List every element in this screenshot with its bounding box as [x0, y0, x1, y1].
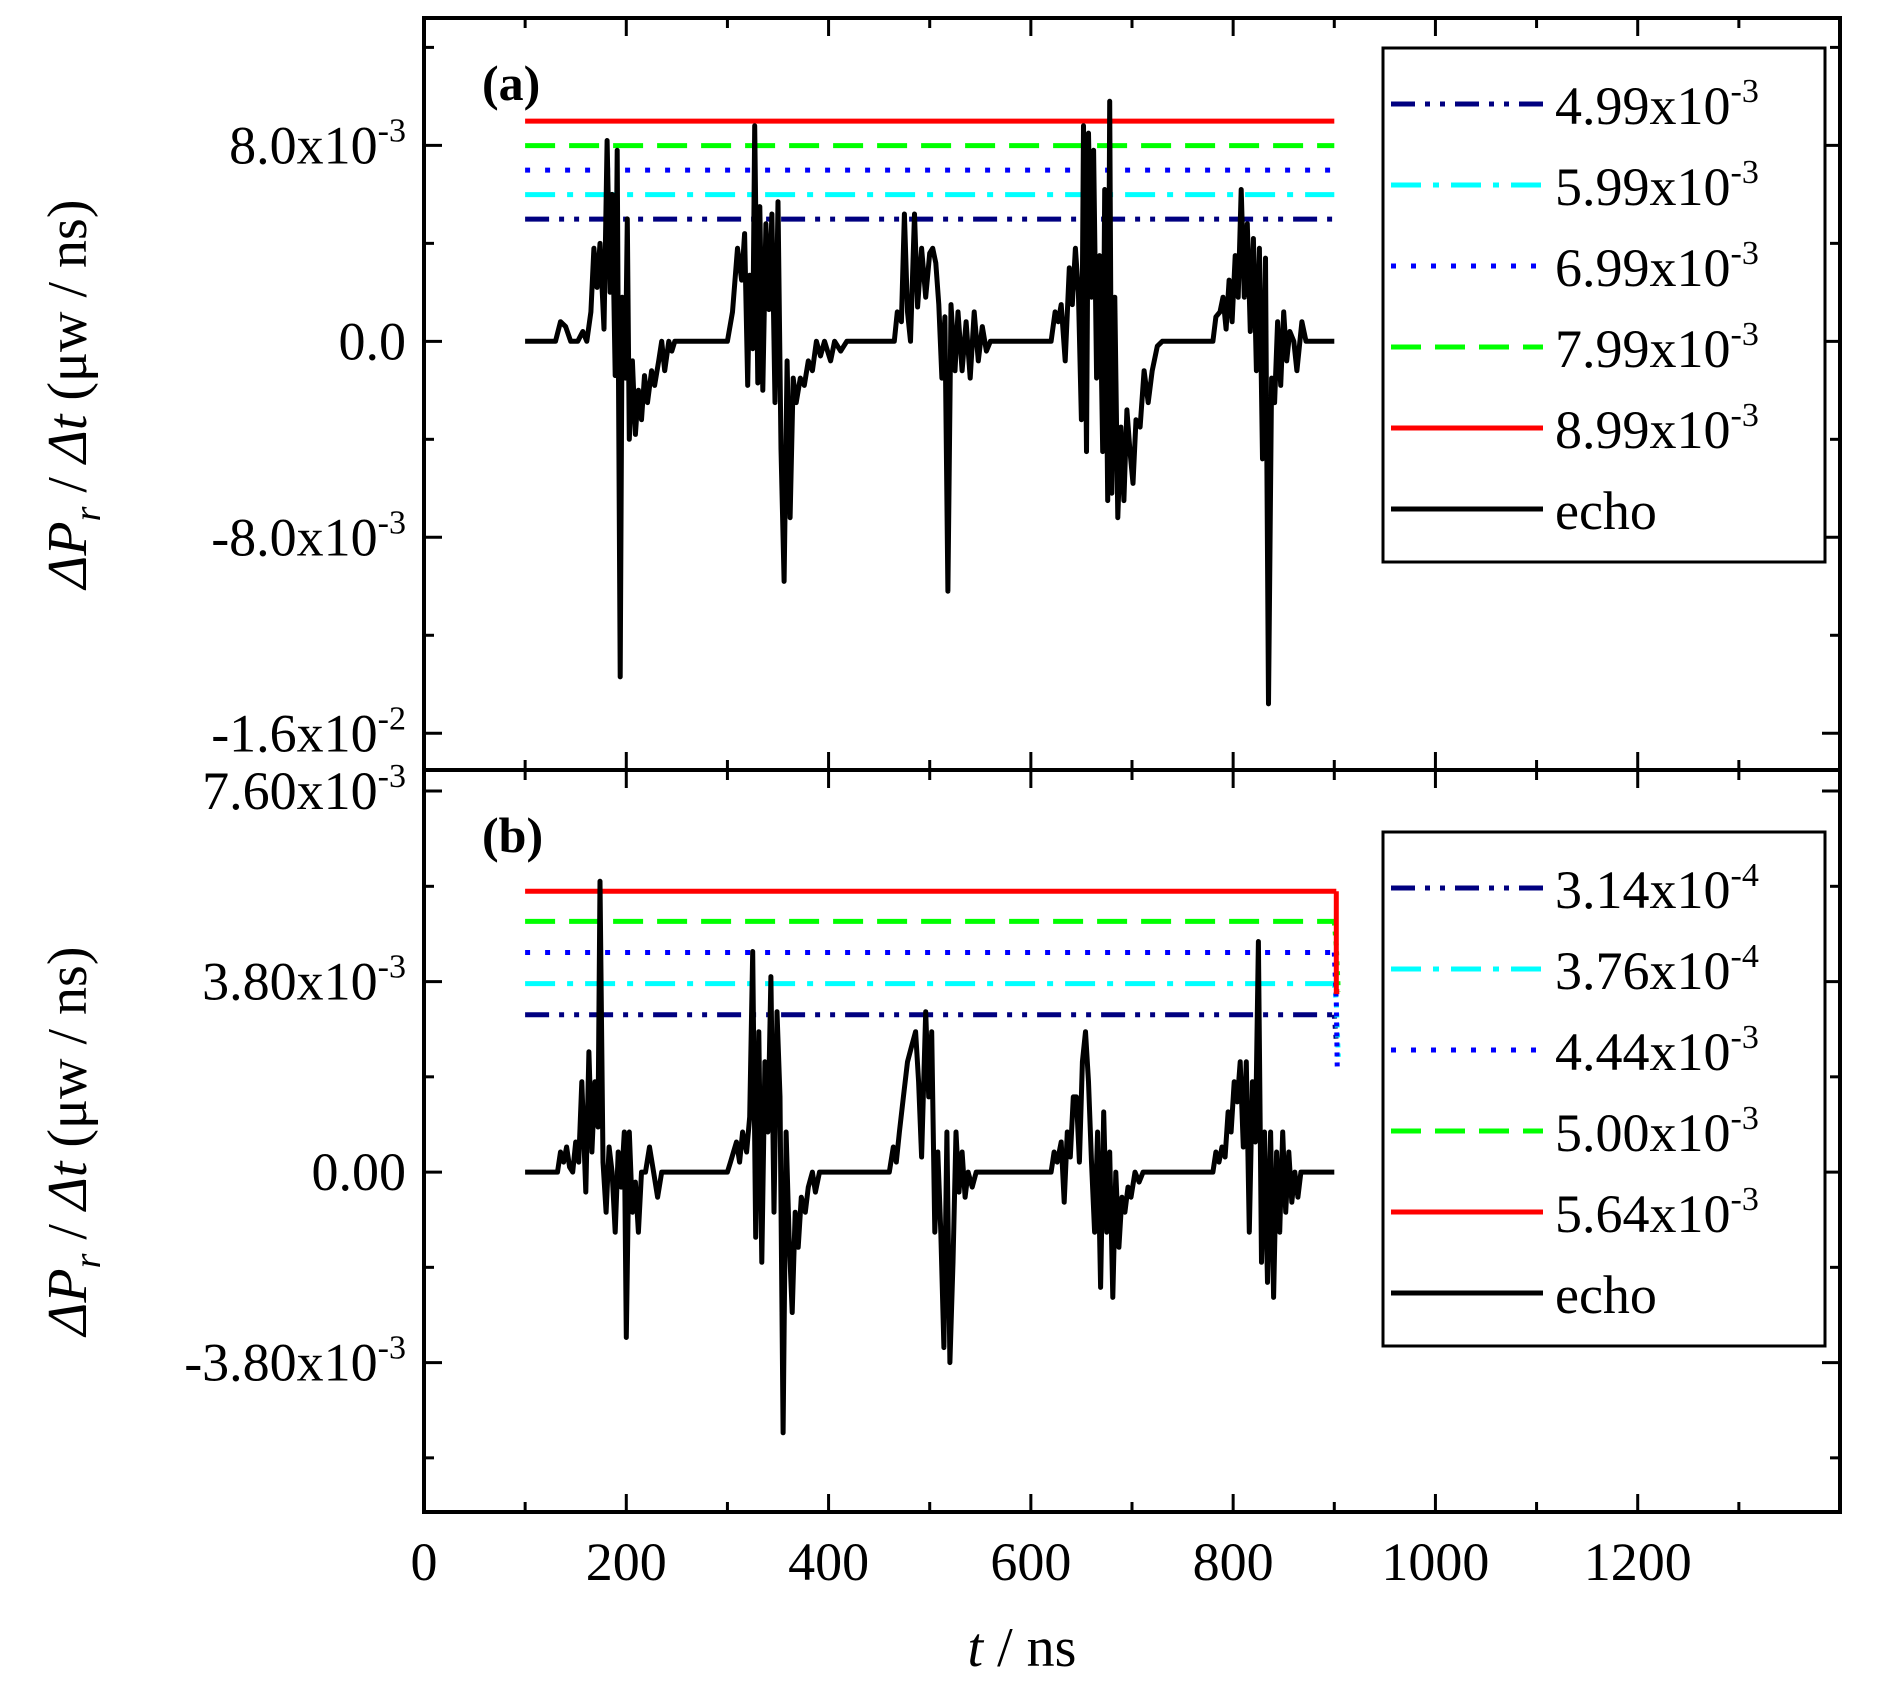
- legend-exponent: -4: [1731, 857, 1759, 894]
- panel-label: (b): [482, 807, 543, 863]
- legend-label-3.14x10-4: 3.14x10-4: [1555, 857, 1759, 920]
- legend-mantissa: 4.44x10: [1555, 1022, 1731, 1082]
- y-axis-title: ΔPr / Δt (μw / ns): [37, 946, 109, 1337]
- legend-label-4.44x10-3: 4.44x10-3: [1555, 1019, 1759, 1082]
- y-tick-label: 7.60x10-3: [202, 758, 406, 821]
- legend-mantissa: 5.64x10: [1555, 1184, 1731, 1244]
- legend-label-echo: echo: [1555, 1265, 1657, 1325]
- legend-label-5.99x10-3: 5.99x10-3: [1555, 154, 1759, 217]
- y-title-P: P: [37, 521, 99, 556]
- legend-mantissa: echo: [1555, 1265, 1657, 1325]
- y-tick-mantissa: 0.0: [339, 311, 407, 371]
- y-tick-exponent: -2: [378, 700, 406, 737]
- legend-exponent: -4: [1731, 938, 1759, 975]
- y-tick-label: -1.6x10-2: [211, 700, 406, 763]
- legend-mantissa: 5.00x10: [1555, 1103, 1731, 1163]
- y-title-t: t: [37, 413, 99, 430]
- legend-mantissa: 3.76x10: [1555, 941, 1731, 1001]
- legend-label-3.76x10-4: 3.76x10-4: [1555, 938, 1759, 1001]
- y-title-unit: (μw / ns): [37, 946, 99, 1161]
- panel-a: 8.0x10-30.0-8.0x10-3-1.6x10-2(a) 4.99x10-…: [37, 16, 1842, 772]
- legend-mantissa: 8.99x10: [1555, 400, 1731, 460]
- legend-box: [1381, 46, 1827, 564]
- x-tick-label: 0: [411, 1532, 438, 1592]
- y-tick-exponent: -3: [378, 949, 406, 986]
- y-title-unit: (μw / ns): [37, 199, 99, 414]
- x-tick-label: 600: [990, 1532, 1071, 1592]
- legend-label-7.99x10-3: 7.99x10-3: [1555, 316, 1759, 379]
- legend-exponent: -3: [1731, 397, 1759, 434]
- legend-label-6.99x10-3: 6.99x10-3: [1555, 235, 1759, 298]
- threshold-tail-3.14x10-4: [1331, 1014, 1339, 1042]
- legend-exponent: -3: [1731, 154, 1759, 191]
- y-tick-mantissa: -3.80x10: [184, 1333, 377, 1393]
- legend-mantissa: 6.99x10: [1555, 238, 1731, 298]
- y-tick-exponent: -3: [378, 1330, 406, 1367]
- legend-label-5.00x10-3: 5.00x10-3: [1555, 1100, 1759, 1163]
- legend-exponent: -3: [1731, 235, 1759, 272]
- x-title-unit: / ns: [983, 1617, 1076, 1679]
- panel-label: (a): [482, 55, 540, 111]
- legend-mantissa: 4.99x10: [1555, 76, 1731, 136]
- y-title-sep: /: [37, 1210, 99, 1254]
- y-tick-mantissa: 3.80x10: [202, 952, 378, 1012]
- echo-line: [525, 98, 1335, 707]
- y-tick-exponent: -3: [378, 504, 406, 541]
- y-title-sep: /: [37, 463, 99, 507]
- y-tick-label: 0.00: [312, 1142, 407, 1202]
- x-axis-title: t / ns: [968, 1617, 1077, 1679]
- legend-label-5.64x10-3: 5.64x10-3: [1555, 1181, 1759, 1244]
- y-title-delta2: Δ: [37, 1177, 99, 1212]
- y-tick-exponent: -3: [378, 112, 406, 149]
- panel-b: 7.60x10-33.80x10-30.00-3.80x10-3(b)3.14x…: [37, 758, 1842, 1514]
- y-title-delta: Δ: [37, 556, 99, 591]
- legend-exponent: -3: [1731, 73, 1759, 110]
- y-tick-mantissa: -8.0x10: [211, 507, 377, 567]
- x-tick-label: 1000: [1381, 1532, 1489, 1592]
- legend-label-8.99x10-3: 8.99x10-3: [1555, 397, 1759, 460]
- y-tick-label: 8.0x10-3: [229, 112, 406, 175]
- legend-mantissa: 7.99x10: [1555, 319, 1731, 379]
- legend-exponent: -3: [1731, 1100, 1759, 1137]
- threshold-tail-5.64x10-3: [1333, 891, 1340, 995]
- echo-line: [525, 878, 1335, 1436]
- legend-mantissa: echo: [1555, 481, 1657, 541]
- legend-label-4.99x10-3: 4.99x10-3: [1555, 73, 1759, 136]
- x-tick-label: 1200: [1584, 1532, 1692, 1592]
- y-title-t: t: [37, 1160, 99, 1177]
- y-tick-mantissa: 8.0x10: [229, 115, 378, 175]
- y-axis-title: ΔPr / Δt (μw / ns): [37, 199, 109, 590]
- x-tick-label: 800: [1193, 1532, 1274, 1592]
- legend-mantissa: 3.14x10: [1555, 860, 1731, 920]
- legend-exponent: -3: [1731, 1019, 1759, 1056]
- y-tick-label: -3.80x10-3: [184, 1330, 406, 1393]
- x-title-var: t: [968, 1617, 985, 1679]
- y-title-delta: Δ: [37, 1303, 99, 1338]
- y-tick-mantissa: 0.00: [312, 1142, 407, 1202]
- y-title-delta2: Δ: [37, 430, 99, 465]
- y-tick-mantissa: -1.6x10: [211, 703, 377, 763]
- y-tick-label: -8.0x10-3: [211, 504, 406, 567]
- legend-exponent: -3: [1731, 316, 1759, 353]
- legend-mantissa: 5.99x10: [1555, 157, 1731, 217]
- x-tick-label: 400: [788, 1532, 869, 1592]
- legend-exponent: -3: [1731, 1181, 1759, 1218]
- y-tick-label: 0.0: [339, 311, 407, 371]
- y-tick-mantissa: 7.60x10: [202, 761, 378, 821]
- legend-box: [1381, 830, 1827, 1348]
- legend-label-echo: echo: [1555, 481, 1657, 541]
- y-title-subscript: r: [67, 506, 109, 521]
- y-tick-exponent: -3: [378, 758, 406, 795]
- x-tick-label: 200: [586, 1532, 667, 1592]
- y-title-subscript: r: [67, 1253, 109, 1268]
- y-tick-label: 3.80x10-3: [202, 949, 406, 1012]
- y-title-P: P: [37, 1268, 99, 1303]
